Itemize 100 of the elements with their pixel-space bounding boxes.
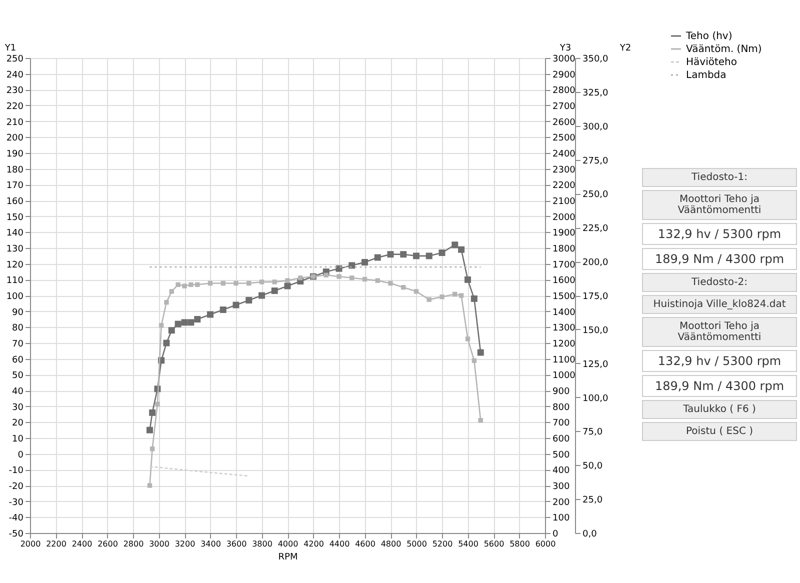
point [348, 262, 356, 269]
text: 132,9 hv / 5300 rpm [642, 350, 797, 372]
y3-tick-label: 700 [552, 418, 570, 429]
point [438, 250, 446, 256]
y-tick-label: 20 [12, 418, 24, 429]
x-tick-label: 5800 [510, 540, 530, 548]
point [195, 282, 200, 287]
y3-tick-label: 2200 [552, 181, 576, 192]
point [465, 336, 470, 342]
y3-tick-label: 1400 [552, 308, 576, 318]
y3-tick-label: 2700 [552, 102, 576, 112]
point [169, 289, 174, 294]
point [426, 252, 432, 260]
text: 189,9 Nm / 4300 rpm [642, 248, 797, 270]
point [272, 280, 277, 284]
y-tick-label: 40 [12, 387, 24, 397]
point [452, 242, 458, 248]
point [350, 276, 354, 280]
y3-tick-label: 2400 [552, 150, 576, 160]
y-axis-title: Y1 [4, 44, 16, 54]
y-tick-label: 200 [6, 134, 24, 144]
y2-tick-label: 300,0 [582, 122, 609, 132]
y-tick-label: 120 [6, 260, 24, 270]
point [176, 282, 180, 287]
point [414, 289, 419, 294]
y-tick-label: 140 [6, 228, 24, 239]
point [259, 280, 264, 284]
point [452, 292, 458, 296]
point [220, 306, 226, 313]
y3-tick-label: 600 [552, 434, 570, 444]
y3-tick-label: 1800 [552, 244, 576, 254]
x-tick-label: 4600 [355, 540, 376, 548]
y-tick-label: 130 [6, 244, 24, 254]
text: Poistu ( ESC ) [642, 422, 797, 441]
y-tick-label: 60 [12, 355, 24, 366]
y-tick-label: -20 [8, 482, 24, 492]
y-tick-label: 160 [6, 197, 24, 207]
y-tick-label: 180 [6, 165, 24, 176]
y2-tick-label: 350,0 [582, 54, 609, 64]
x-tick-label: 4200 [304, 540, 324, 548]
x-tick-label: 5600 [484, 540, 504, 548]
point [374, 254, 381, 261]
point [388, 280, 393, 286]
x-tick-label: 4800 [380, 540, 402, 548]
y3-tick-label: 2000 [552, 212, 576, 223]
text: Moottori Teho ja Vääntömomentti [642, 190, 797, 220]
text: Tiedosto-2: [642, 273, 797, 292]
point [440, 294, 444, 300]
x-tick-label: 3400 [200, 540, 221, 548]
point [174, 320, 182, 328]
y3-tick-label: 1200 [552, 340, 576, 350]
point [458, 293, 464, 298]
y-tick-label: 230 [6, 86, 24, 96]
point [258, 292, 265, 299]
point [158, 323, 164, 328]
y2-tick-label: 50,0 [582, 462, 603, 472]
text: 132,9 hv / 5300 rpm [642, 223, 797, 245]
point [194, 316, 201, 322]
point [163, 340, 170, 346]
y3-tick-label: 500 [552, 450, 570, 460]
y-tick-label: -10 [8, 466, 24, 476]
point [207, 311, 214, 318]
y-tick-label: 220 [6, 102, 24, 112]
y3-tick-label: 1700 [552, 260, 576, 270]
point [168, 327, 175, 334]
point [413, 252, 420, 260]
point [478, 418, 483, 423]
y3-tick-label: 1000 [552, 371, 576, 382]
point [182, 284, 187, 288]
y3-tick-label: 200 [552, 498, 570, 508]
point [208, 280, 213, 286]
point [336, 274, 342, 279]
y-tick-label: 10 [12, 434, 24, 444]
point [147, 483, 152, 488]
y2-axis-title: Y2 [618, 44, 632, 54]
text: Moottori Teho ja Vääntömomentti [642, 317, 797, 347]
y-tick-label: -50 [8, 530, 24, 540]
point [477, 349, 484, 356]
x-tick-label: 3800 [252, 540, 272, 548]
point [188, 319, 194, 326]
point [220, 280, 226, 286]
x-axis-title: RPM [278, 552, 298, 562]
y-tick-label: 110 [6, 276, 24, 286]
y2-tick-label: 75,0 [582, 428, 603, 438]
y3-tick-label: 3000 [552, 54, 576, 64]
point [362, 276, 368, 282]
x-tick-label: 2800 [123, 540, 144, 548]
y3-tick-label: 2500 [552, 134, 576, 144]
point [234, 280, 238, 286]
y2-tick-label: 325,0 [582, 88, 609, 98]
y-tick-label: 50 [12, 371, 24, 382]
point [298, 276, 303, 280]
y3-tick-label: 2300 [552, 165, 576, 176]
point [324, 272, 328, 278]
point [472, 358, 477, 363]
point [464, 276, 471, 283]
y3-tick-label: 900 [552, 387, 570, 397]
y3-tick-label: 2900 [552, 70, 576, 80]
y3-tick-label: 2800 [552, 86, 576, 96]
y2-tick-label: 175,0 [582, 292, 609, 302]
